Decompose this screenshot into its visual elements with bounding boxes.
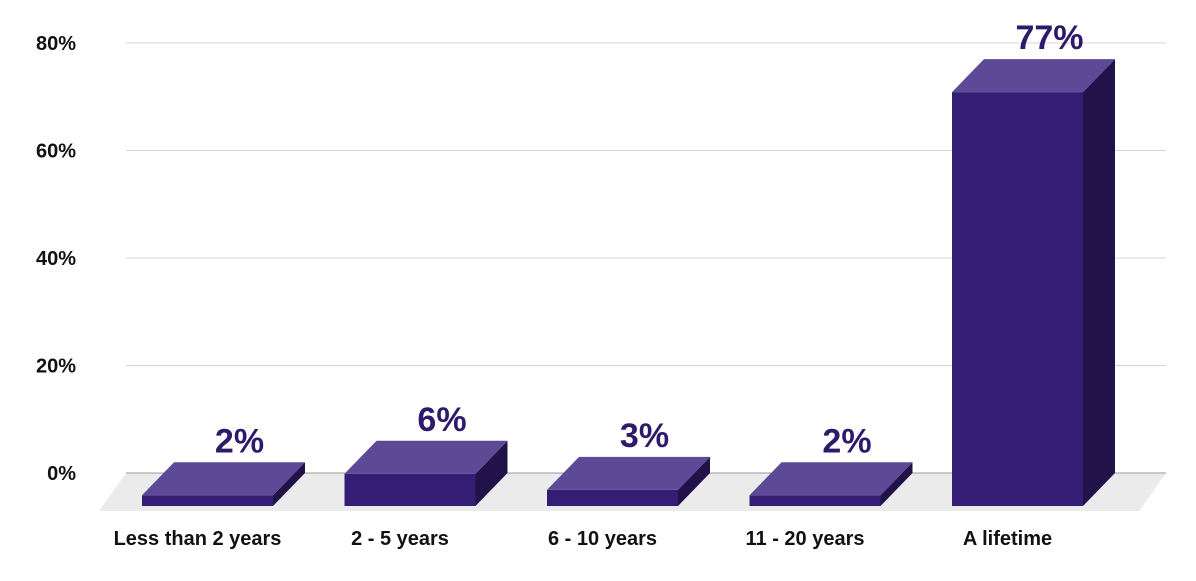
x-category-label: Less than 2 years [114, 528, 282, 550]
bar [142, 462, 305, 506]
bar-top [344, 440, 508, 474]
x-category-label: 11 - 20 years [746, 528, 865, 550]
bar-top [547, 456, 710, 490]
bar-front [344, 473, 476, 506]
y-tick-label: 20% [36, 356, 76, 378]
bar-top [749, 462, 913, 496]
x-category-label: A lifetime [963, 528, 1052, 550]
y-tick-label: 60% [36, 141, 76, 163]
bar-front [547, 489, 678, 506]
bar-side [1083, 59, 1115, 506]
bar-top [142, 462, 305, 496]
bar [749, 462, 913, 506]
bar-front [142, 495, 273, 506]
x-category-label: 2 - 5 years [351, 528, 449, 550]
bar-side [273, 462, 305, 506]
x-category-label: 6 - 10 years [548, 528, 657, 550]
y-tick-label: 80% [36, 33, 76, 55]
y-tick-label: 0% [47, 463, 76, 485]
bar [344, 440, 508, 506]
bar-side [880, 462, 913, 506]
bar-top [952, 59, 1115, 93]
data-label: 2% [822, 422, 871, 460]
data-label: 77% [1015, 19, 1083, 57]
y-tick-label: 40% [36, 248, 76, 270]
data-label: 6% [417, 401, 466, 439]
data-label: 3% [620, 417, 669, 455]
bar-side [475, 440, 508, 506]
bar-side [678, 456, 710, 506]
bar-front [952, 92, 1083, 506]
data-label: 2% [215, 422, 264, 460]
bar [547, 456, 710, 506]
bar [952, 59, 1115, 506]
bar-front [749, 495, 881, 506]
